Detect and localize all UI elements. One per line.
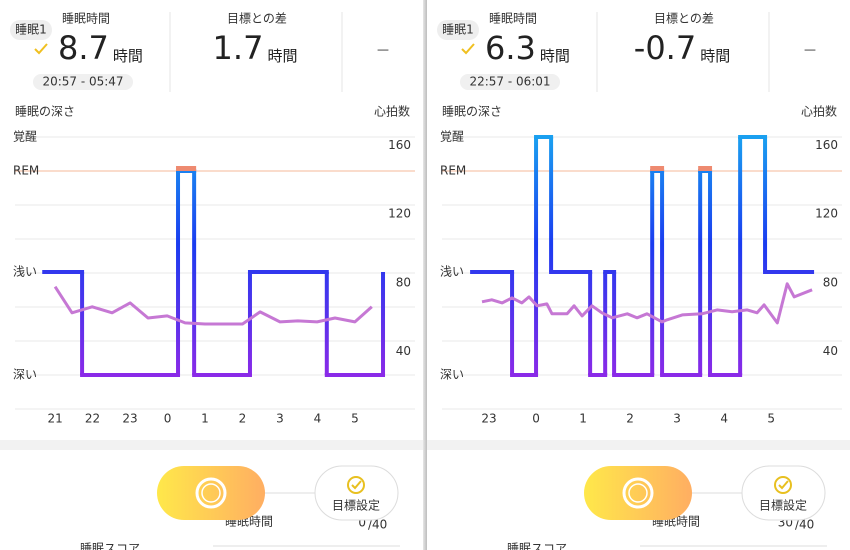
y2-axis-label: 心拍数 <box>801 104 837 119</box>
x-tick-label: 3 <box>276 412 284 426</box>
separator-band <box>427 440 850 450</box>
y-axis-label: 睡眠の深さ <box>442 105 502 119</box>
y2-tick-label: 120 <box>815 207 838 221</box>
x-tick-label: 23 <box>481 412 496 426</box>
heart-rate-line <box>53 285 373 326</box>
start-button[interactable] <box>157 466 265 520</box>
y2-tick-label: 160 <box>388 138 411 152</box>
stage-label: REM <box>13 164 39 178</box>
x-tick-label: 2 <box>626 412 634 426</box>
score: 0 <box>358 516 366 530</box>
diff-unit: 時間 <box>700 47 730 65</box>
rem-cap <box>698 166 713 171</box>
stage-label: 浅い <box>13 265 37 279</box>
time-range: 22:57 - 06:01 <box>469 75 550 89</box>
check-icon <box>461 43 475 55</box>
start-icon[interactable] <box>195 477 227 509</box>
y-axis-label: 睡眠の深さ <box>15 105 75 119</box>
stage-label: 浅い <box>440 265 464 279</box>
stage-label: 深い <box>440 368 464 382</box>
y2-axis-label: 心拍数 <box>374 104 410 119</box>
x-tick-label: 0 <box>532 412 540 426</box>
y2-tick-label: 80 <box>823 275 838 289</box>
goal-button[interactable]: 目標設定 <box>314 465 399 521</box>
diff-unit: 時間 <box>267 47 297 65</box>
goal-icon[interactable] <box>347 476 365 494</box>
y2-tick-label: 40 <box>396 344 411 358</box>
x-tick-label: 4 <box>720 412 728 426</box>
diff-value: 1.7 <box>213 29 264 67</box>
start-icon[interactable] <box>622 477 654 509</box>
goal-icon[interactable] <box>774 476 792 494</box>
sleep-unit: 時間 <box>113 47 143 65</box>
x-tick-label: 2 <box>239 412 247 426</box>
y2-tick-label: 160 <box>815 138 838 152</box>
score-max: /40 <box>368 518 387 532</box>
goal-button-label[interactable]: 目標設定 <box>759 498 807 513</box>
stage-label: 深い <box>13 368 37 382</box>
x-tick-label: 1 <box>579 412 587 426</box>
time-range: 20:57 - 05:47 <box>42 75 123 89</box>
y2-tick-label: 40 <box>823 344 838 358</box>
start-icon-inner[interactable] <box>628 483 648 503</box>
sleep-label: 睡眠時間 <box>489 12 537 26</box>
goal-icon-check[interactable] <box>778 480 789 490</box>
rem-cap <box>650 166 665 171</box>
x-tick-label: 5 <box>767 412 775 426</box>
stage-label: 覚醒 <box>13 130 37 144</box>
sleep-label: 睡眠時間 <box>62 12 110 26</box>
y2-tick-label: 80 <box>396 275 411 289</box>
x-tick-label: 1 <box>201 412 209 426</box>
y2-tick-label: 120 <box>388 207 411 221</box>
panel-divider <box>423 0 427 550</box>
diff: -0.7 時間 <box>634 29 730 67</box>
badge-bg <box>437 20 479 40</box>
sleep-duration: 6.3 時間 <box>485 29 570 67</box>
heart-rate-line <box>481 282 813 325</box>
goal-button[interactable]: 目標設定 <box>741 465 826 521</box>
x-tick-label: 23 <box>122 412 137 426</box>
x-tick-label: 4 <box>314 412 322 426</box>
dash: — <box>804 43 816 57</box>
rem-cap <box>176 166 197 171</box>
start-button-bg[interactable] <box>584 466 692 520</box>
badge-bg <box>10 20 52 40</box>
goal-button-label[interactable]: 目標設定 <box>332 498 380 513</box>
sleep-duration: 8.7 時間 <box>58 29 143 67</box>
footer-label: 睡眠スコア <box>80 542 140 550</box>
time-pill <box>460 74 560 90</box>
check-icon <box>34 43 48 55</box>
separator-band <box>0 440 423 450</box>
dash: — <box>377 43 389 57</box>
start-button[interactable] <box>584 466 692 520</box>
x-tick-label: 5 <box>351 412 359 426</box>
diff: 1.7 時間 <box>213 29 298 67</box>
start-button-bg[interactable] <box>157 466 265 520</box>
x-tick-label: 0 <box>164 412 172 426</box>
sleep-unit: 時間 <box>540 47 570 65</box>
x-tick-label: 3 <box>673 412 681 426</box>
diff-value: -0.7 <box>634 29 696 67</box>
score-max: /40 <box>795 518 814 532</box>
diff-label: 目標との差 <box>654 12 714 26</box>
sleep-value: 8.7 <box>58 29 109 67</box>
stage-label: 覚醒 <box>440 130 464 144</box>
diff-label: 目標との差 <box>227 12 287 26</box>
sleep-value: 6.3 <box>485 29 536 67</box>
badge: 睡眠1 <box>15 23 47 37</box>
goal-icon-check[interactable] <box>351 480 362 490</box>
footer-label: 睡眠スコア <box>507 542 567 550</box>
x-tick-label: 21 <box>47 412 62 426</box>
start-icon-inner[interactable] <box>201 483 221 503</box>
time-pill <box>33 74 133 90</box>
stage-label: REM <box>440 164 466 178</box>
x-tick-label: 22 <box>85 412 100 426</box>
badge: 睡眠1 <box>442 23 474 37</box>
